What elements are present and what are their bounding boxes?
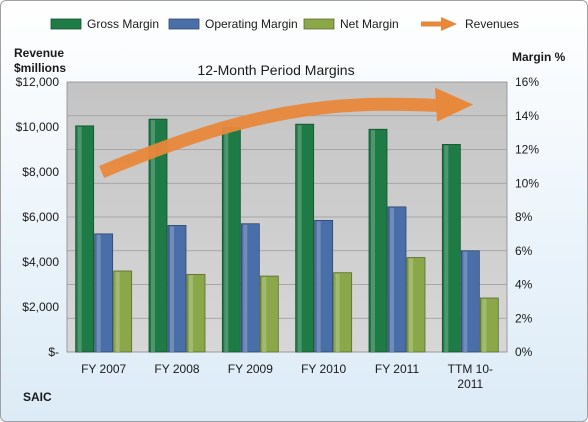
left-tick-label: $2,000	[22, 300, 59, 314]
left-axis-label-units: $millions	[14, 61, 66, 75]
right-tick-label: 4%	[515, 278, 533, 292]
left-tick-label: $6,000	[22, 210, 59, 224]
left-tick-label: $12,000	[16, 75, 60, 89]
gross-margin-bar-highlight	[297, 125, 302, 352]
operating-margin-bar	[240, 223, 260, 353]
gross-margin-bar-highlight	[371, 130, 375, 352]
revenues-legend-arrowhead	[441, 17, 457, 31]
net-margin-bar-highlight	[115, 272, 120, 352]
left-axis-label: Revenue	[14, 46, 64, 60]
gross-margin-bar	[221, 127, 241, 353]
gross-margin-legend-swatch	[50, 18, 82, 30]
x-tick-label: FY 2011	[375, 362, 420, 376]
operating-margin-bar-highlight	[243, 224, 248, 352]
right-tick-label: 8%	[515, 210, 533, 224]
operating-margin-legend-swatch	[168, 18, 200, 30]
operating-margin-bar-highlight	[390, 207, 394, 352]
gross-margin-bar-highlight	[77, 126, 82, 352]
right-tick-label: 12%	[515, 143, 539, 157]
net-margin-bar-highlight	[335, 273, 340, 352]
gross-margin-legend-label: Gross Margin	[87, 17, 159, 31]
gross-margin-bar-highlight	[151, 120, 155, 352]
revenues-legend-label: Revenues	[465, 17, 519, 31]
right-tick-label: 10%	[515, 176, 539, 190]
gross-margin-bar	[295, 123, 315, 353]
right-tick-label: 2%	[515, 311, 533, 325]
net-margin-bar	[333, 272, 353, 353]
gross-margin-bar	[441, 144, 461, 353]
right-axis-label: Margin %	[512, 50, 566, 64]
right-axis-ticks: 0% 2% 4% 6% 8% 10% 12% 14% 16%	[515, 75, 539, 359]
chart-title: 12-Month Period Margins	[197, 62, 354, 78]
right-tick-label: 14%	[515, 109, 539, 123]
net-margin-bar	[259, 275, 279, 353]
net-margin-bar-highlight	[262, 277, 267, 352]
gross-margin-bar	[148, 118, 168, 353]
revenues-arrow-shaft	[99, 97, 442, 178]
net-margin-bar-highlight	[482, 299, 487, 352]
net-margin-bar	[113, 270, 133, 353]
right-tick-label: 6%	[515, 244, 533, 258]
operating-margin-bar	[94, 233, 114, 353]
operating-margin-legend-label: Operating Margin	[205, 17, 298, 31]
operating-margin-bar-highlight	[463, 251, 468, 352]
operating-margin-bar	[387, 206, 407, 353]
operating-margin-bar	[314, 219, 334, 353]
gross-margin-bar	[368, 128, 388, 353]
net-margin-legend-label: Net Margin	[340, 17, 399, 31]
x-tick-label: FY 2009	[228, 362, 273, 376]
net-margin-bar-highlight	[189, 275, 193, 352]
left-tick-label: $8,000	[22, 165, 59, 179]
left-tick-label: $-	[48, 345, 59, 359]
x-tick-label: FY 2010	[301, 362, 346, 376]
company-label: SAIC	[23, 390, 52, 404]
net-margin-bar-highlight	[409, 258, 413, 352]
operating-margin-bar	[460, 250, 480, 353]
legend: Gross Margin Operating Margin Net Margin Re…	[50, 17, 519, 31]
left-axis-ticks: $- $2,000 $4,000 $6,000 $8,000 $10,000 $12,000	[16, 75, 60, 359]
net-margin-bar	[186, 273, 206, 353]
x-tick-label: TTM 10-	[448, 362, 493, 376]
left-tick-label: $10,000	[16, 120, 60, 134]
gross-margin-bar	[75, 125, 95, 353]
x-axis-labels: FY 2007 FY 2008 FY 2009 FY 2010 FY 2011 TTM 1…	[81, 362, 493, 391]
operating-margin-bar	[167, 225, 187, 353]
operating-margin-bar-highlight	[170, 226, 174, 352]
left-tick-label: $4,000	[22, 255, 59, 269]
revenues-arrow-head	[435, 87, 473, 122]
right-tick-label: 16%	[515, 75, 539, 89]
operating-margin-bar-highlight	[316, 221, 321, 352]
revenue-series	[99, 87, 473, 178]
x-tick-label: 2011	[457, 377, 483, 391]
gross-margin-bar-highlight	[224, 128, 229, 352]
gross-margin-bar-highlight	[444, 145, 449, 352]
x-tick-label: FY 2008	[154, 362, 199, 376]
net-margin-bar	[479, 297, 499, 353]
net-margin-bar	[406, 257, 426, 353]
net-margin-legend-swatch	[303, 18, 335, 30]
bars	[75, 118, 499, 353]
right-tick-label: 0%	[515, 345, 533, 359]
x-tick-label: FY 2007	[81, 362, 126, 376]
operating-margin-bar-highlight	[96, 234, 101, 352]
